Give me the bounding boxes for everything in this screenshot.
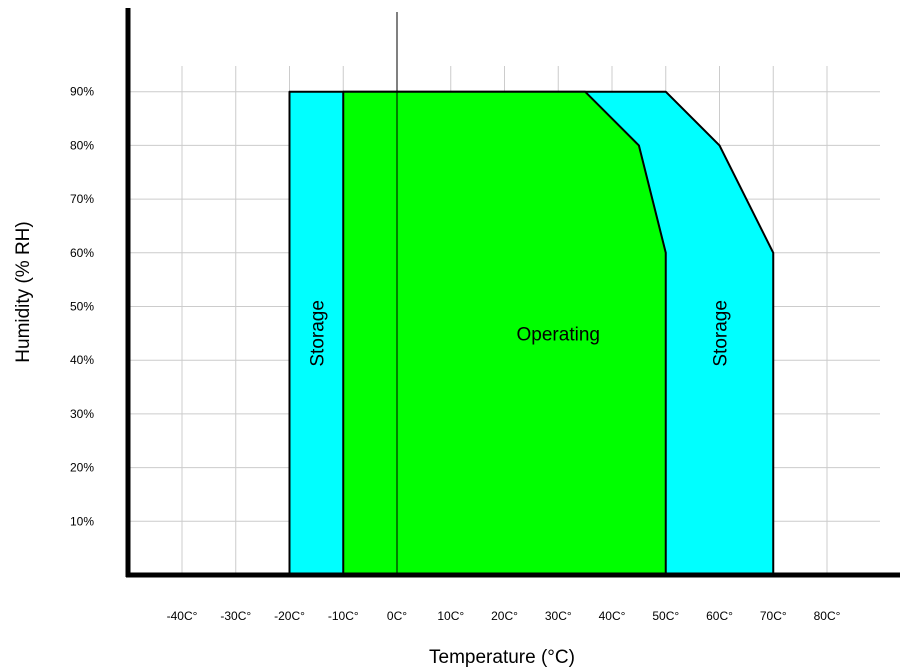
labels: -40C° -30C° -20C° -10C° 0C° 10C° 20C° 30C° 40C° 5…	[70, 85, 841, 623]
region-label-storage: Storage	[711, 300, 732, 367]
y-tick-label: 30%	[70, 407, 94, 421]
y-tick-label: 10%	[70, 514, 94, 528]
x-tick-label: 40C°	[599, 609, 626, 623]
y-tick-label: 40%	[70, 353, 94, 367]
x-tick-label: 10C°	[437, 609, 464, 623]
x-tick-label: 60C°	[706, 609, 733, 623]
y-tick-label: 80%	[70, 138, 94, 152]
axes	[125, 8, 900, 578]
x-tick-label: -30C°	[220, 609, 251, 623]
x-tick-label: -40C°	[167, 609, 198, 623]
y-axis-title: Humidity (% RH)	[13, 221, 34, 362]
x-tick-label: 0C°	[387, 609, 407, 623]
x-tick-label: 20C°	[491, 609, 518, 623]
x-axis-title: Temperature (°C)	[429, 647, 575, 668]
x-tick-label: -20C°	[274, 609, 305, 623]
x-tick-label: 70C°	[760, 609, 787, 623]
region-label-operating: Operating	[517, 324, 600, 345]
x-tick-label: 80C°	[814, 609, 841, 623]
y-tick-label: 60%	[70, 246, 94, 260]
region-label-storage: Storage	[307, 300, 328, 367]
x-tick-label: 30C°	[545, 609, 572, 623]
y-tick-label: 70%	[70, 192, 94, 206]
y-tick-label: 90%	[70, 85, 94, 99]
region-operating-1	[342, 90, 667, 576]
y-tick-label: 50%	[70, 300, 94, 314]
x-tick-label: -10C°	[328, 609, 359, 623]
y-tick-label: 20%	[70, 461, 94, 475]
x-tick-label: 50C°	[652, 609, 679, 623]
